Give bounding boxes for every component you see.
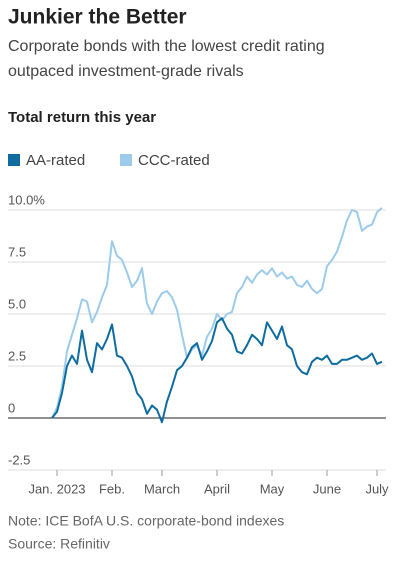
- x-tick-label: Feb.: [99, 481, 125, 496]
- x-tick-label: April: [204, 481, 230, 496]
- y-tick-label: 10.0%: [8, 192, 45, 207]
- chart-title: Junkier the Better: [8, 6, 187, 29]
- line-series: [51, 207, 383, 419]
- legend-label: CCC-rated: [138, 152, 210, 169]
- x-tick-label: March: [144, 481, 180, 496]
- x-tick-label: May: [260, 481, 285, 496]
- legend-swatch: [120, 154, 132, 166]
- y-tick-label: 5.0: [8, 296, 26, 311]
- y-tick-label: -2.5: [8, 452, 30, 467]
- chart-subtitle: Total return this year: [8, 109, 156, 126]
- source: Source: Refinitiv: [8, 536, 110, 552]
- x-tick-label: Jan. 2023: [28, 481, 85, 496]
- line-series: [51, 317, 383, 424]
- x-tick-label: July: [365, 481, 389, 496]
- note: Note: ICE BofA U.S. corporate-bond index…: [8, 513, 284, 529]
- subtitle: Corporate bonds with the lowest credit r…: [8, 38, 325, 55]
- subtitle: outpaced investment-grade rivals: [8, 63, 244, 80]
- x-tick-label: June: [313, 481, 341, 496]
- y-tick-label: 2.5: [8, 348, 26, 363]
- legend-swatch: [8, 154, 20, 166]
- y-tick-label: 7.5: [8, 244, 26, 259]
- y-tick-label: 0: [8, 400, 15, 415]
- legend-label: AA-rated: [26, 152, 85, 169]
